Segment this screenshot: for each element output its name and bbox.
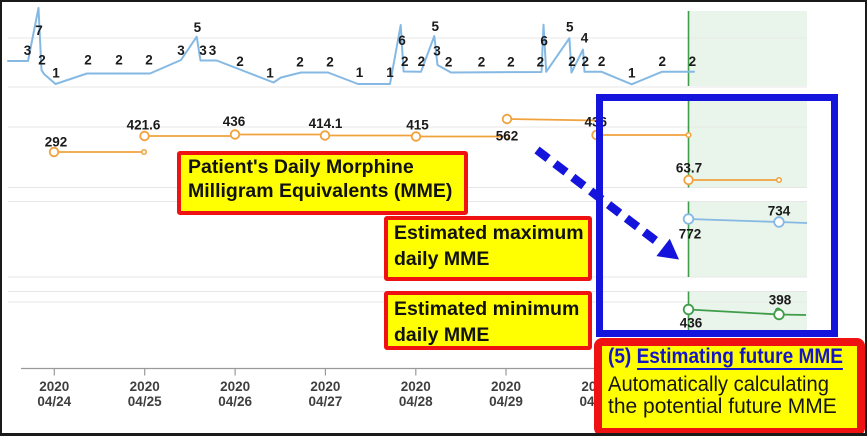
svg-text:734: 734 xyxy=(768,204,791,219)
svg-text:2: 2 xyxy=(418,54,426,69)
svg-text:2020: 2020 xyxy=(130,379,160,394)
svg-text:04/26: 04/26 xyxy=(218,394,252,409)
svg-text:3: 3 xyxy=(199,43,207,58)
svg-text:2: 2 xyxy=(326,55,334,70)
svg-text:04/29: 04/29 xyxy=(489,394,523,409)
svg-text:436: 436 xyxy=(680,316,703,331)
svg-text:5: 5 xyxy=(432,19,440,34)
svg-text:1: 1 xyxy=(628,66,636,81)
svg-text:2: 2 xyxy=(145,53,153,68)
svg-text:4: 4 xyxy=(581,31,589,46)
svg-text:2: 2 xyxy=(598,54,606,69)
svg-text:2020: 2020 xyxy=(310,379,340,394)
svg-text:1: 1 xyxy=(266,66,274,81)
svg-text:2: 2 xyxy=(568,54,576,69)
svg-text:436: 436 xyxy=(223,114,246,129)
svg-text:2: 2 xyxy=(236,54,244,69)
svg-text:2: 2 xyxy=(478,55,486,70)
svg-text:1: 1 xyxy=(52,66,60,81)
svg-text:2020: 2020 xyxy=(220,379,250,394)
svg-text:2020: 2020 xyxy=(491,379,521,394)
svg-text:398: 398 xyxy=(769,293,792,308)
svg-text:63.7: 63.7 xyxy=(676,161,702,176)
svg-text:6: 6 xyxy=(398,33,406,48)
svg-text:415: 415 xyxy=(406,118,429,133)
svg-text:5: 5 xyxy=(566,20,574,35)
svg-text:04/25: 04/25 xyxy=(128,394,162,409)
svg-text:292: 292 xyxy=(45,135,68,150)
svg-text:2: 2 xyxy=(582,54,590,69)
svg-text:3: 3 xyxy=(177,43,185,58)
svg-text:2: 2 xyxy=(537,55,545,70)
svg-text:04/24: 04/24 xyxy=(37,394,71,409)
svg-text:5: 5 xyxy=(194,20,202,35)
svg-text:7: 7 xyxy=(35,23,43,38)
svg-text:1: 1 xyxy=(386,65,394,80)
svg-text:04/27: 04/27 xyxy=(309,394,343,409)
svg-text:2: 2 xyxy=(445,55,453,70)
svg-text:2: 2 xyxy=(507,55,515,70)
svg-text:3: 3 xyxy=(209,43,217,58)
svg-text:2: 2 xyxy=(401,54,409,69)
svg-text:6: 6 xyxy=(540,34,548,49)
svg-text:2: 2 xyxy=(38,53,46,68)
svg-text:2020: 2020 xyxy=(401,379,431,394)
svg-text:1: 1 xyxy=(356,65,364,80)
svg-text:2020: 2020 xyxy=(39,379,69,394)
svg-text:2: 2 xyxy=(296,55,304,70)
svg-text:2: 2 xyxy=(659,54,667,69)
svg-text:3: 3 xyxy=(433,44,441,59)
svg-text:04/28: 04/28 xyxy=(399,394,433,409)
svg-text:414.1: 414.1 xyxy=(309,116,343,131)
svg-text:421.6: 421.6 xyxy=(127,118,161,133)
svg-text:2: 2 xyxy=(84,53,92,68)
svg-text:562: 562 xyxy=(496,129,519,144)
svg-text:3: 3 xyxy=(24,43,32,58)
svg-text:772: 772 xyxy=(679,227,702,242)
svg-text:2: 2 xyxy=(689,54,697,69)
svg-text:2: 2 xyxy=(115,53,123,68)
